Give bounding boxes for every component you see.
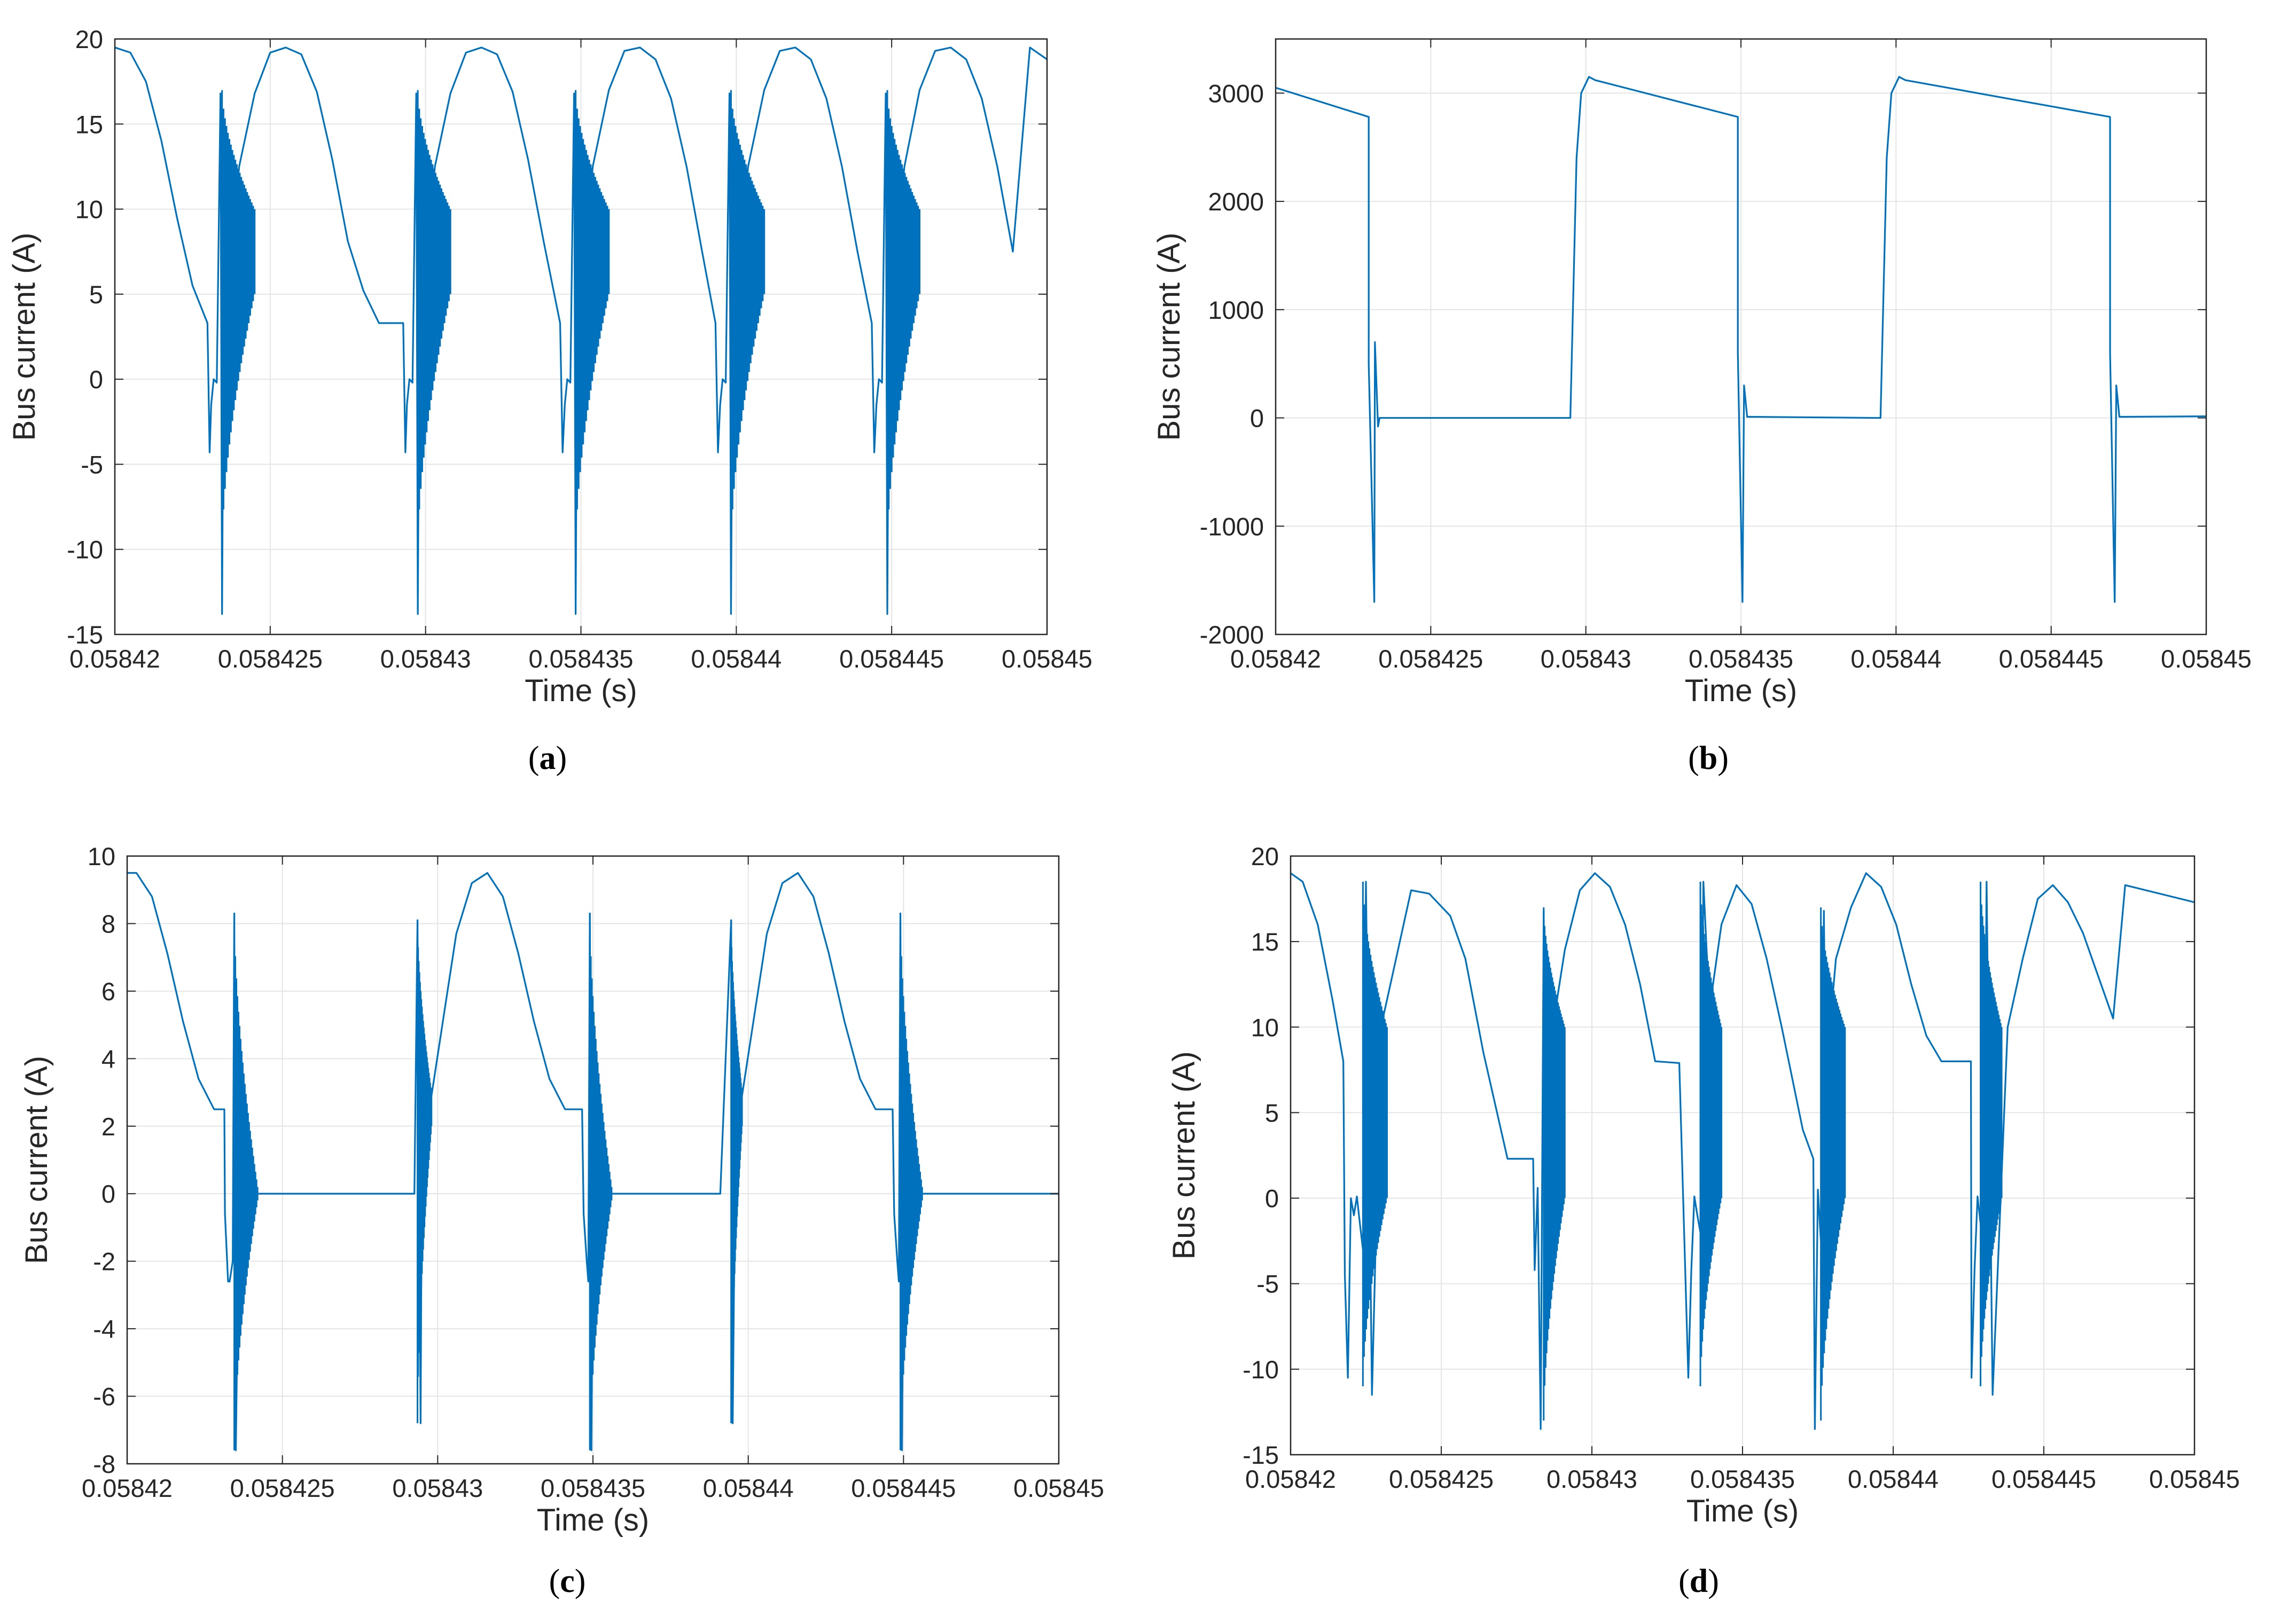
- panel-b-ytick-label: -1000: [1200, 512, 1264, 540]
- panel-c-ytick-label: -4: [93, 1315, 115, 1343]
- panel-b-xtick-label: 0.058435: [1689, 645, 1793, 673]
- panel-c-ytick-label: 2: [101, 1112, 115, 1141]
- panel-d-caption: (d): [1678, 1563, 1719, 1599]
- panel-c-ytick-label: -2: [93, 1248, 115, 1276]
- panel-a-xtick-label: 0.05843: [380, 645, 471, 673]
- panel-a-xtick-label: 0.058435: [528, 645, 633, 673]
- panel-c-xtick-label: 0.058425: [230, 1474, 335, 1502]
- panel-a-xtick-label: 0.05842: [69, 645, 160, 673]
- panel-a-xtick-label: 0.058425: [218, 645, 323, 673]
- panel-d: 0.05842 0.058425 0.05843 0.058435 0.05844 0.0…: [1167, 842, 2240, 1599]
- panel-a-ringing-band-3: [730, 90, 766, 550]
- panel-a-ytick-label: 10: [75, 195, 103, 224]
- panel-c: 0.05842 0.058425 0.05843 0.058435 0.05844 0.0…: [19, 842, 1104, 1599]
- panel-d-xtick-label: 0.05842: [1245, 1465, 1336, 1493]
- panel-c-ytick-label: 0: [101, 1180, 115, 1208]
- panel-a: 0.05842 0.058425 0.05843 0.058435 0.05844 0.0…: [7, 25, 1092, 776]
- panel-a-ytick-label: 0: [89, 365, 103, 394]
- panel-b-ytick-label: 0: [1250, 404, 1264, 433]
- panel-d-xtick-label: 0.058435: [1690, 1465, 1795, 1493]
- panel-c-xlabel: Time (s): [537, 1503, 649, 1537]
- panel-c-ytick-label: 6: [101, 977, 115, 1006]
- panel-b-ytick-label: 3000: [1208, 79, 1264, 107]
- panel-d-xtick-label: 0.05843: [1546, 1465, 1637, 1493]
- panel-b-ytick-label: 1000: [1208, 296, 1264, 324]
- panel-c-series-line: [127, 872, 1059, 1452]
- panel-d-ytick-label: 15: [1251, 928, 1279, 956]
- panel-d-ylabel: Bus current (A): [1167, 1052, 1201, 1260]
- panel-a-ringing-band-2: [575, 90, 610, 550]
- panel-c-ytick-label: 10: [88, 842, 115, 870]
- panel-c-xtick-label: 0.05844: [703, 1474, 794, 1502]
- panel-b-xtick-label: 0.058445: [1999, 645, 2104, 673]
- panel-c-xtick-label: 0.05843: [392, 1474, 483, 1502]
- panel-b-xlabel: Time (s): [1685, 673, 1797, 708]
- panel-a-ylabel: Bus current (A): [7, 233, 42, 441]
- panel-b-xtick-label: 0.05842: [1230, 645, 1321, 673]
- panel-b-xtick-label: 0.05844: [1850, 645, 1941, 673]
- panel-a-ytick-label: -5: [81, 450, 103, 478]
- panel-d-ytick-label: -10: [1243, 1355, 1279, 1384]
- panel-b-ytick-label: 2000: [1208, 187, 1264, 216]
- panel-d-ytick-label: 20: [1251, 842, 1279, 870]
- panel-d-ytick-label: -5: [1256, 1270, 1279, 1298]
- panel-c-caption: (c): [549, 1563, 586, 1599]
- panel-d-series-line: [1291, 872, 2194, 1430]
- panel-a-ytick-label: 15: [75, 110, 103, 138]
- panel-d-xtick-label: 0.058445: [1991, 1465, 2096, 1493]
- panel-b: 0.05842 0.058425 0.05843 0.058435 0.05844 0.0…: [1152, 38, 2252, 776]
- panel-c-ytick-label: -6: [93, 1383, 115, 1411]
- panel-b-ylabel: Bus current (A): [1152, 233, 1186, 441]
- panel-a-ringing: [221, 90, 921, 550]
- panel-a-series-line: [115, 46, 1047, 615]
- panel-c-ytick-label: 4: [101, 1045, 115, 1073]
- panel-c-ytick-label: -8: [93, 1450, 115, 1478]
- panel-c-xtick-label: 0.05845: [1013, 1474, 1104, 1502]
- panel-a-xtick-label: 0.05845: [1002, 645, 1092, 673]
- panel-d-xtick-label: 0.05844: [1848, 1465, 1939, 1493]
- panel-b-xtick-label: 0.05845: [2161, 645, 2252, 673]
- panel-b-caption: (b): [1688, 740, 1729, 776]
- panel-c-ytick-label: 8: [101, 909, 115, 938]
- panel-d-ytick-label: 5: [1265, 1099, 1279, 1127]
- panel-d-xtick-label: 0.058425: [1389, 1465, 1494, 1493]
- panel-b-series-line: [1276, 76, 2206, 603]
- panel-d-ytick-label: 0: [1265, 1184, 1279, 1213]
- panel-a-ringing-band-1: [417, 90, 451, 550]
- panel-c-ylabel: Bus current (A): [19, 1056, 54, 1264]
- panel-d-ytick-label: 10: [1251, 1013, 1279, 1041]
- panel-c-xtick-label: 0.058445: [851, 1474, 956, 1502]
- panel-a-ringing-band-0: [221, 90, 256, 550]
- panel-d-xlabel: Time (s): [1686, 1494, 1799, 1528]
- panel-a-xtick-label: 0.058445: [839, 645, 944, 673]
- panel-c-xtick-label: 0.058435: [541, 1474, 645, 1502]
- panel-d-ytick-label: -15: [1243, 1441, 1279, 1469]
- panel-a-xlabel: Time (s): [525, 673, 637, 708]
- panel-d-xtick-label: 0.05845: [2149, 1465, 2240, 1493]
- panel-a-xtick-label: 0.05844: [691, 645, 782, 673]
- panel-a-ytick-label: 20: [75, 25, 103, 53]
- panel-a-ytick-label: 5: [89, 280, 103, 309]
- panel-a-ringing-band-4: [886, 90, 921, 550]
- panel-c-xtick-label: 0.05842: [82, 1474, 173, 1502]
- panel-a-ytick-label: -15: [67, 621, 103, 649]
- panel-a-ytick-label: -10: [67, 536, 103, 564]
- panel-b-xtick-label: 0.058425: [1378, 645, 1483, 673]
- panel-b-xtick-label: 0.05843: [1541, 645, 1631, 673]
- panel-a-caption: (a): [528, 740, 567, 776]
- panel-b-ytick-label: -2000: [1200, 621, 1264, 649]
